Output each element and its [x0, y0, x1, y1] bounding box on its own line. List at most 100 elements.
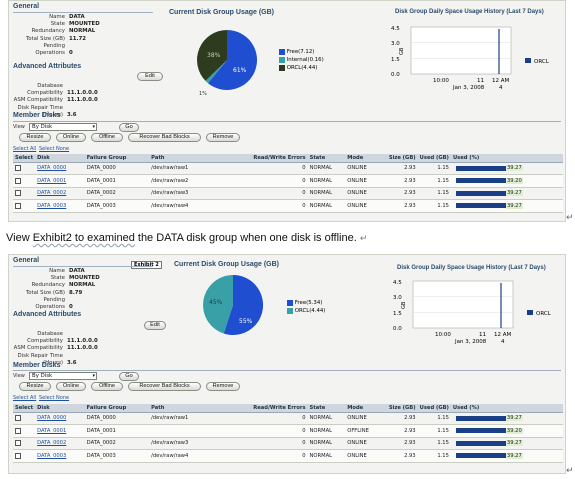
svg-text:11: 11	[477, 78, 484, 84]
pie-legend: Free(7.12) Internal(0.16) ORCL(4.44)	[279, 48, 324, 72]
disk-name-link[interactable]: DATA_0002	[35, 437, 85, 450]
disk-used: 1.15	[417, 437, 451, 450]
edit-button[interactable]: Edit	[144, 321, 166, 330]
failure-group: DATA_0000	[84, 412, 150, 425]
table-row: DATA_0002 DATA_0002/dev/raw/raw3 0 NORMAL ON…	[13, 187, 563, 200]
svg-text:11: 11	[479, 332, 486, 338]
exhibit-tooltip: Exhibit 2	[131, 261, 162, 269]
failure-group: DATA_0003	[84, 199, 150, 213]
disk-mode: ONLINE	[345, 187, 387, 200]
row-select-checkbox[interactable]	[13, 187, 36, 200]
row-select-checkbox[interactable]	[13, 174, 36, 188]
disk-name-link[interactable]: DATA_0000	[35, 162, 85, 175]
remove-button[interactable]: Remove	[206, 382, 240, 391]
section-history: Disk Group Daily Space Usage History (La…	[397, 265, 546, 271]
member-disks-table: Select Disk Failure Group Path Read/Write Er…	[13, 404, 563, 463]
row-select-checkbox[interactable]	[13, 412, 36, 425]
disk-mode: ONLINE	[345, 162, 387, 175]
disk-state: NORMAL	[307, 437, 346, 450]
disk-name-link[interactable]: DATA_0001	[35, 174, 85, 188]
disk-used-pct: 39.27	[450, 187, 563, 200]
rw-errors: 0	[228, 412, 308, 425]
select-none-link[interactable]: Select None	[39, 146, 70, 152]
view-label: View	[13, 124, 25, 130]
row-select-checkbox[interactable]	[13, 437, 36, 450]
used-pct-bar	[455, 190, 506, 196]
disk-size: 2.93	[386, 199, 418, 213]
svg-text:4: 4	[501, 339, 505, 345]
pie-slice-orcl	[197, 30, 227, 81]
view-select[interactable]: By Disk	[29, 372, 97, 380]
exhibit-1-screenshot: General Name DATA State MOUNTED Redundancy…	[8, 0, 566, 222]
disk-name-link[interactable]: DATA_0002	[35, 187, 85, 200]
svg-text:4.5: 4.5	[393, 280, 402, 286]
svg-text:12 AM: 12 AM	[492, 78, 510, 84]
used-pct-bar	[455, 415, 506, 421]
pie-legend: Free(5.34) ORCL(4.44)	[287, 299, 325, 315]
go-button[interactable]: Go	[119, 372, 139, 381]
section-member-disks: Member Disks	[13, 362, 61, 369]
online-button[interactable]: Online	[56, 133, 86, 142]
row-select-checkbox[interactable]	[13, 199, 36, 213]
offline-button[interactable]: Offline	[91, 133, 123, 142]
remove-button[interactable]: Remove	[206, 133, 240, 142]
svg-text:0.0: 0.0	[393, 326, 402, 332]
svg-text:3.0: 3.0	[391, 41, 400, 47]
disk-state: NORMAL	[307, 162, 346, 175]
pie-label-free: 61%	[233, 67, 247, 74]
table-row: DATA_0001 DATA_0001/dev/raw/raw2 0 NORMAL ON…	[13, 174, 563, 188]
disk-mode: OFFLINE	[345, 424, 387, 438]
disk-used-pct: 39.27	[450, 199, 563, 213]
history-legend-orcl: ORCL	[534, 59, 550, 65]
pie-label-internal: 1%	[199, 91, 207, 96]
svg-text:GB: GB	[399, 47, 405, 55]
resize-button[interactable]: Resize	[19, 133, 51, 142]
table-row: DATA_0000 DATA_0000/dev/raw/raw1 0 NORMAL ON…	[13, 412, 563, 425]
failure-group: DATA_0002	[84, 187, 150, 200]
rw-errors: 0	[228, 162, 308, 175]
row-select-checkbox[interactable]	[13, 162, 36, 175]
row-select-checkbox[interactable]	[13, 424, 36, 438]
rw-errors: 0	[228, 424, 308, 438]
online-button[interactable]: Online	[56, 382, 86, 391]
edit-button[interactable]: Edit	[137, 72, 163, 81]
disk-name-link[interactable]: DATA_0001	[35, 424, 85, 438]
recover-bad-blocks-button[interactable]: Recover Bad Blocks	[128, 133, 201, 142]
table-row: DATA_0003 DATA_0003/dev/raw/raw4 0 NORMAL ON…	[13, 449, 563, 463]
disk-mode: ONLINE	[345, 437, 387, 450]
resize-button[interactable]: Resize	[19, 382, 51, 391]
usage-history-chart: 4.5 3.0 1.5 0.0 GB 10:00 11 12 AM Jan 3,…	[391, 26, 550, 91]
section-usage: Current Disk Group Usage (GB)	[174, 261, 280, 268]
select-all-link[interactable]: Select All	[13, 146, 37, 152]
exhibit-caption: View Exhibit2 to examined the DATA disk …	[6, 232, 368, 244]
disk-path: /dev/raw/raw1	[149, 412, 229, 425]
row-select-checkbox[interactable]	[13, 449, 36, 463]
disk-name-link[interactable]: DATA_0003	[35, 449, 85, 463]
disk-used: 1.15	[417, 424, 451, 438]
view-select[interactable]: By Disk	[29, 123, 97, 131]
section-usage: Current Disk Group Usage (GB)	[169, 9, 275, 16]
pie-slice-free	[223, 274, 264, 335]
disk-name-link[interactable]: DATA_0000	[35, 412, 85, 425]
exhibit-2-screenshot: General Exhibit 2 Name DATA State MOUNTED …	[8, 254, 566, 474]
disk-state: NORMAL	[307, 449, 346, 463]
svg-text:1.5: 1.5	[393, 311, 402, 317]
disk-size: 2.93	[386, 187, 418, 200]
select-none-link[interactable]: Select None	[39, 395, 70, 401]
disk-used-pct: 39.27	[450, 162, 563, 175]
offline-button[interactable]: Offline	[91, 382, 123, 391]
disk-state: NORMAL	[307, 199, 346, 213]
select-all-link[interactable]: Select All	[13, 395, 37, 401]
go-button[interactable]: Go	[119, 123, 139, 132]
svg-text:10:00: 10:00	[435, 332, 451, 338]
advanced-attributes: Database Compatibility 11.1.0.0.0 ASM Com…	[13, 331, 98, 366]
disk-path	[149, 424, 229, 438]
return-mark-1: ↵	[566, 213, 574, 223]
disk-usage-pie-chart: 61% 38% 1%	[197, 29, 258, 96]
disk-used-pct: 39.27	[450, 412, 563, 425]
disk-used-pct: 39.20	[450, 174, 563, 188]
recover-bad-blocks-button[interactable]: Recover Bad Blocks	[128, 382, 201, 391]
disk-name-link[interactable]: DATA_0003	[35, 199, 85, 213]
svg-text:Jan 3, 2008: Jan 3, 2008	[452, 85, 485, 91]
failure-group: DATA_0001	[84, 174, 150, 188]
